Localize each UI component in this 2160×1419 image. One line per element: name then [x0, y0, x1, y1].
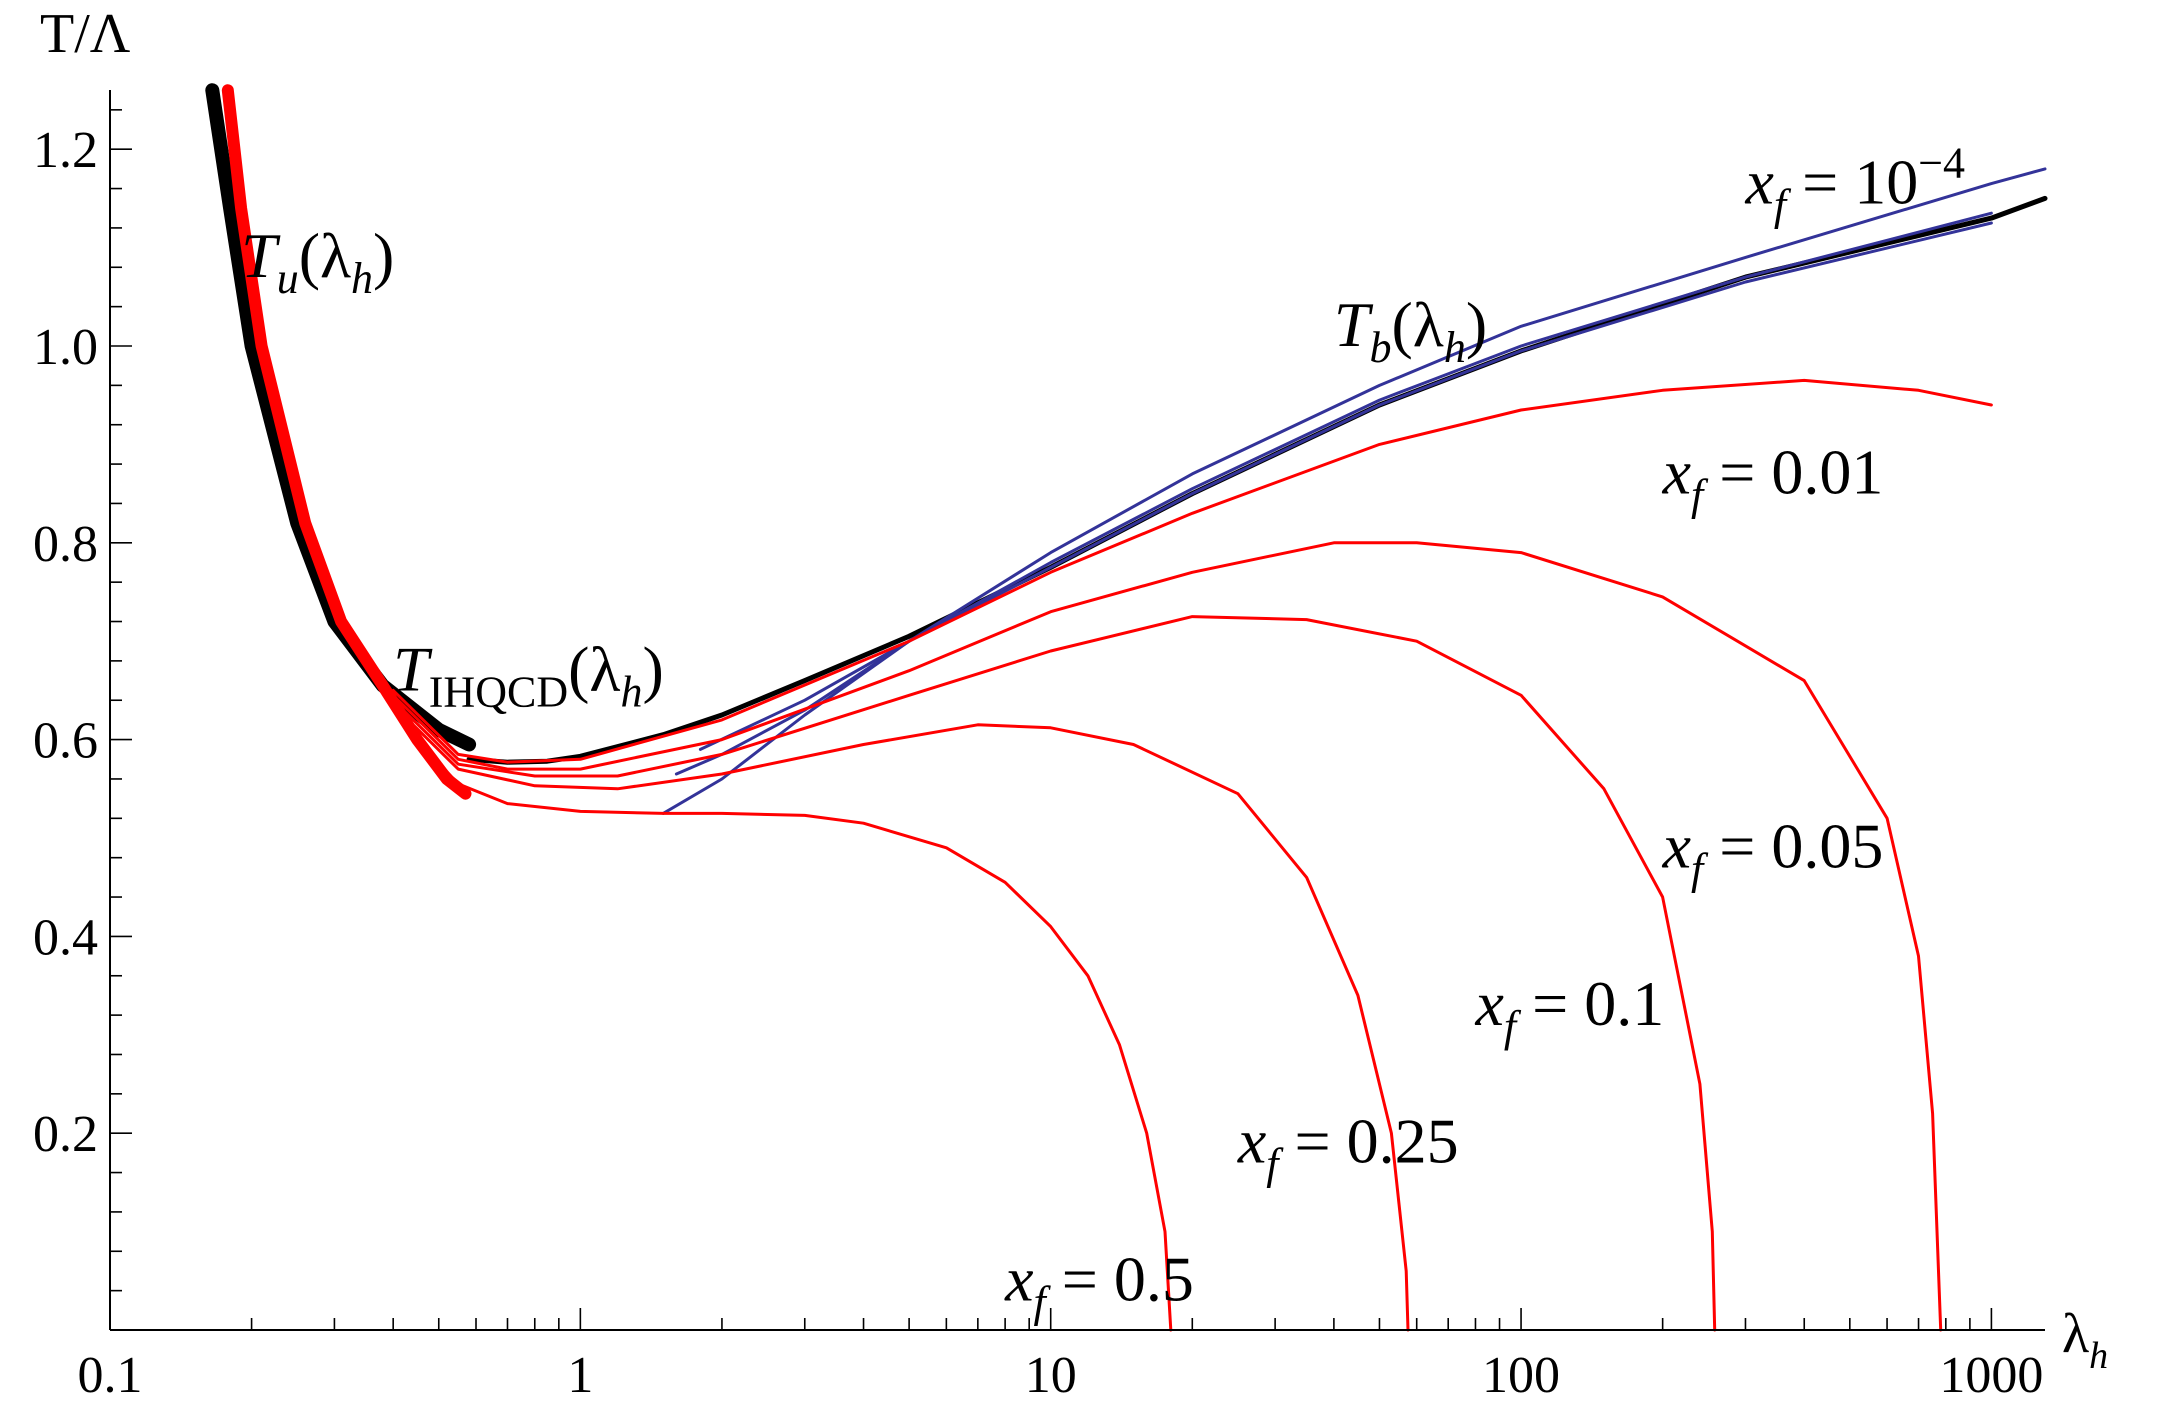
curve-annotation: xf = 0.5 [1004, 1243, 1194, 1326]
x-tick-label: 10 [1025, 1347, 1077, 1404]
series-line-5 [674, 211, 1993, 776]
series-line-11 [415, 738, 1173, 1332]
series-line-9 [391, 615, 1717, 1332]
y-tick-label: 0.2 [33, 1106, 98, 1163]
series-line-1 [205, 83, 477, 752]
x-tick-label: 0.1 [78, 1347, 143, 1404]
curve-annotation: xf = 0.25 [1237, 1106, 1459, 1189]
x-axis-label: λh [2062, 1303, 2108, 1377]
series-line-6 [698, 221, 1993, 751]
series-line-10 [391, 703, 1410, 1332]
curve-annotation: xf = 0.05 [1662, 811, 1884, 894]
series-line-2 [221, 84, 472, 800]
x-tick-label: 1000 [1939, 1347, 2043, 1404]
series-line-7 [391, 378, 1993, 764]
y-tick-label: 1.2 [33, 122, 98, 179]
curve-annotation: TIHQCD(λh) [393, 633, 664, 716]
x-tick-label: 100 [1482, 1347, 1560, 1404]
curve-annotation: Tb(λh) [1334, 289, 1487, 372]
y-tick-label: 1.0 [33, 319, 98, 376]
y-tick-label: 0.6 [33, 713, 98, 770]
annotation-layer: xf = 10−4 Tb(λh) xf = 0.01 Tu(λh) TIHQCD(λh)… [241, 138, 1965, 1326]
x-tick-label: 1 [567, 1347, 593, 1404]
y-tick-label: 0.8 [33, 516, 98, 573]
y-axis-label: T/Λ [40, 3, 131, 65]
axes-layer: 0.1 1 10 100 1000 0.2 0.4 0.6 0.8 1.0 1.2 [33, 90, 2045, 1404]
curve-annotation: xf = 0.1 [1474, 968, 1664, 1051]
series-layer [205, 83, 2048, 1332]
y-tick-label: 0.4 [33, 909, 98, 966]
curve-annotation: xf = 10−4 [1744, 138, 1965, 229]
curve-annotation: Tu(λh) [241, 220, 394, 303]
curve-annotation: xf = 0.01 [1662, 437, 1884, 520]
series-line-8 [391, 541, 1943, 1332]
